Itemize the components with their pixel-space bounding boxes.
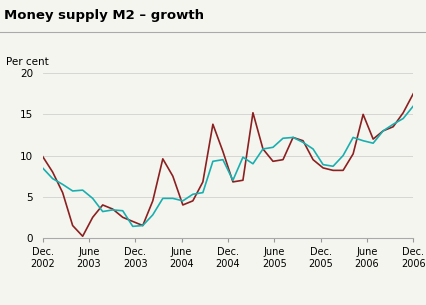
12 mth. xyxy=(371,141,376,145)
12 mth. xyxy=(340,154,345,157)
12 mth. xyxy=(271,145,276,149)
3 mth. mov.avg xyxy=(250,111,256,115)
12 mth. xyxy=(400,117,406,120)
3 mth. mov.avg xyxy=(130,220,135,223)
3 mth. mov.avg xyxy=(180,203,185,207)
3 mth. mov.avg xyxy=(210,122,216,126)
12 mth. xyxy=(190,192,196,196)
3 mth. mov.avg xyxy=(351,152,356,156)
3 mth. mov.avg xyxy=(271,160,276,163)
12 mth. xyxy=(230,178,236,182)
3 mth. mov.avg xyxy=(100,203,105,207)
3 mth. mov.avg xyxy=(50,170,55,174)
3 mth. mov.avg xyxy=(80,235,85,238)
12 mth. xyxy=(100,210,105,213)
3 mth. mov.avg xyxy=(140,224,145,228)
3 mth. mov.avg xyxy=(160,157,165,161)
Line: 3 mth. mov.avg: 3 mth. mov.avg xyxy=(43,94,413,236)
12 mth. xyxy=(280,136,285,140)
12 mth. xyxy=(360,139,366,142)
12 mth. xyxy=(120,209,125,213)
12 mth. xyxy=(170,196,176,200)
12 mth. xyxy=(160,196,165,200)
3 mth. mov.avg xyxy=(150,199,155,203)
12 mth. xyxy=(240,155,245,159)
3 mth. mov.avg xyxy=(331,169,336,172)
3 mth. mov.avg xyxy=(400,111,406,115)
12 mth. xyxy=(391,122,396,126)
12 mth. xyxy=(311,147,316,151)
3 mth. mov.avg xyxy=(120,215,125,219)
12 mth. xyxy=(60,182,65,186)
3 mth. mov.avg xyxy=(291,136,296,139)
3 mth. mov.avg xyxy=(220,150,225,153)
3 mth. mov.avg xyxy=(320,166,325,170)
3 mth. mov.avg xyxy=(190,199,196,203)
12 mth. xyxy=(200,191,205,195)
3 mth. mov.avg xyxy=(170,174,176,178)
3 mth. mov.avg xyxy=(391,125,396,129)
12 mth. xyxy=(220,158,225,162)
3 mth. mov.avg xyxy=(230,180,236,184)
12 mth. xyxy=(320,163,325,167)
3 mth. mov.avg xyxy=(200,180,205,184)
12 mth. xyxy=(260,147,265,151)
3 mth. mov.avg xyxy=(70,224,75,228)
Text: Money supply M2 – growth: Money supply M2 – growth xyxy=(4,9,204,22)
12 mth. xyxy=(130,224,135,228)
12 mth. xyxy=(140,224,145,228)
12 mth. xyxy=(180,199,185,203)
12 mth. xyxy=(291,136,296,139)
12 mth. xyxy=(210,160,216,163)
3 mth. mov.avg xyxy=(380,129,386,133)
3 mth. mov.avg xyxy=(60,191,65,195)
3 mth. mov.avg xyxy=(371,137,376,141)
12 mth. xyxy=(351,136,356,139)
3 mth. mov.avg xyxy=(40,155,45,158)
3 mth. mov.avg xyxy=(360,113,366,116)
12 mth. xyxy=(70,189,75,193)
3 mth. mov.avg xyxy=(340,169,345,172)
3 mth. mov.avg xyxy=(260,147,265,151)
3 mth. mov.avg xyxy=(90,215,95,219)
12 mth. xyxy=(90,196,95,200)
12 mth. xyxy=(250,162,256,166)
12 mth. xyxy=(50,177,55,181)
3 mth. mov.avg xyxy=(280,158,285,162)
12 mth. xyxy=(380,129,386,133)
3 mth. mov.avg xyxy=(411,92,416,96)
12 mth. xyxy=(411,104,416,108)
12 mth. xyxy=(110,208,115,212)
Line: 12 mth.: 12 mth. xyxy=(43,106,413,226)
12 mth. xyxy=(40,166,45,170)
3 mth. mov.avg xyxy=(240,178,245,182)
12 mth. xyxy=(150,213,155,217)
12 mth. xyxy=(300,141,305,144)
3 mth. mov.avg xyxy=(110,207,115,211)
12 mth. xyxy=(80,188,85,192)
12 mth. xyxy=(331,164,336,168)
3 mth. mov.avg xyxy=(300,139,305,142)
Text: Per cent: Per cent xyxy=(6,57,48,66)
3 mth. mov.avg xyxy=(311,158,316,162)
